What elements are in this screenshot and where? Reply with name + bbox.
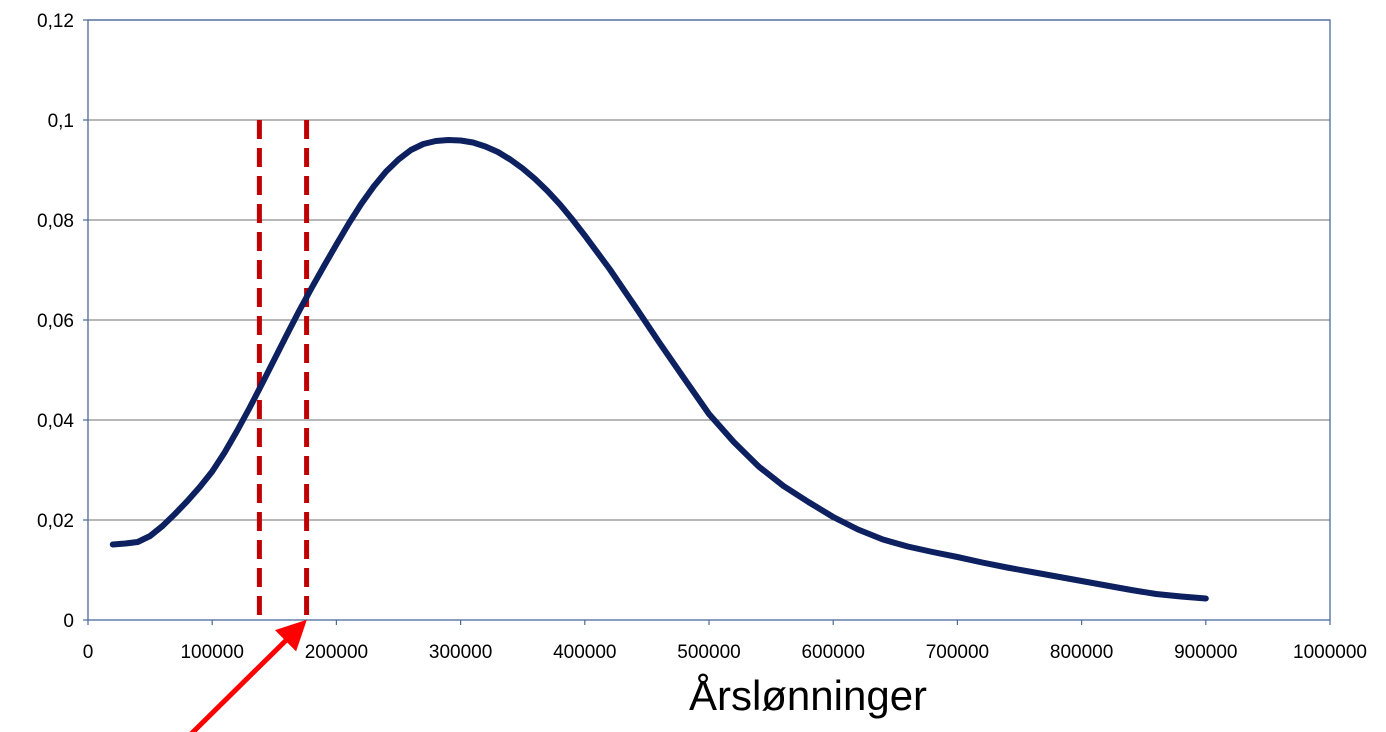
x-tick-label: 800000: [1050, 642, 1113, 663]
x-tick-label: 300000: [429, 642, 492, 663]
x-tick-label: 200000: [305, 642, 368, 663]
x-tick-label: 600000: [801, 642, 864, 663]
y-tick-label: 0: [63, 611, 74, 632]
y-tick-label: 0,08: [37, 211, 74, 232]
x-axis-tick-labels: 0 100000 200000 300000 400000 500000 600000 700…: [83, 642, 1367, 663]
y-tick-label: 0,12: [37, 11, 74, 32]
series-line: [109, 137, 1209, 602]
y-tick-label: 0,04: [37, 411, 74, 432]
plot-area: [83, 19, 1331, 625]
annotation-arrow: [189, 619, 307, 732]
x-tick-label: 500000: [677, 642, 740, 663]
x-tick-label: 900000: [1174, 642, 1237, 663]
x-tick-label: 0: [83, 642, 94, 663]
series-layer: [109, 137, 1209, 602]
x-tick-label: 700000: [926, 642, 989, 663]
y-tick-label: 0,06: [37, 311, 74, 332]
x-tick-label: 100000: [180, 642, 243, 663]
x-tick-label: 400000: [553, 642, 616, 663]
y-tick-label: 0,1: [48, 111, 74, 132]
grid-lines: [88, 19, 1330, 521]
x-tick-label: 1000000: [1293, 642, 1367, 663]
annotation-arrow-shaft: [189, 619, 307, 732]
x-axis-title: Årslønninger: [689, 672, 927, 719]
y-axis-tick-labels: 0 0,02 0,04 0,06 0,08 0,1 0,12: [37, 11, 74, 632]
y-tick-label: 0,02: [37, 511, 74, 532]
